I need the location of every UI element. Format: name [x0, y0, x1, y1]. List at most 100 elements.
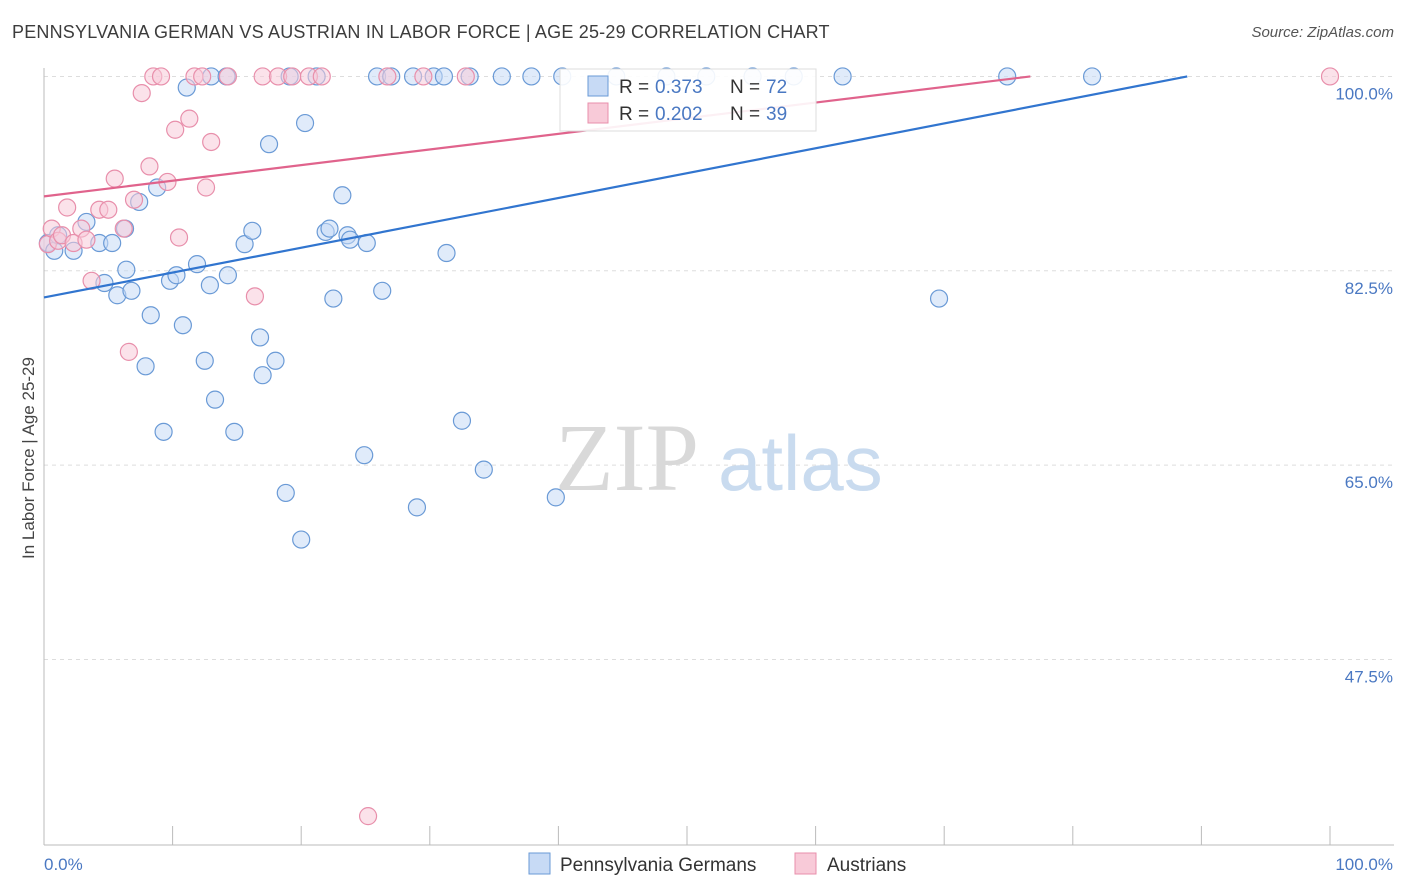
- y-tick-label: 82.5%: [1345, 279, 1393, 298]
- data-point-pennsylvania-german: [167, 266, 186, 285]
- x-tick-label: 0.0%: [44, 855, 83, 874]
- source-label: Source: ZipAtlas.com: [1251, 24, 1394, 41]
- data-point-pennsylvania-german: [141, 306, 160, 325]
- data-point-austrian: [378, 67, 397, 86]
- data-point-austrian: [245, 287, 265, 306]
- data-point-pennsylvania-german: [546, 488, 565, 507]
- gridlines: [44, 75, 1394, 661]
- data-point-pennsylvania-german: [320, 219, 339, 238]
- y-tick-label: 65.0%: [1345, 473, 1393, 492]
- data-point-pennsylvania-german: [154, 422, 173, 441]
- data-point-austrian: [358, 807, 378, 826]
- chart-title: PENNSYLVANIA GERMAN VS AUSTRIAN IN LABOR…: [12, 22, 830, 42]
- data-point-austrian: [58, 198, 77, 217]
- watermark-zip: ZIP: [555, 404, 699, 511]
- data-point-pennsylvania-german: [218, 266, 237, 285]
- data-point-austrian: [151, 67, 171, 86]
- data-point-pennsylvania-german: [1082, 67, 1102, 86]
- data-point-pennsylvania-german: [452, 411, 472, 430]
- data-point-austrian: [283, 67, 302, 86]
- data-point-pennsylvania-german: [235, 235, 254, 254]
- data-point-pennsylvania-german: [407, 498, 427, 517]
- bottom-legend: Pennsylvania Germans Austrians: [528, 852, 906, 876]
- data-point-pennsylvania-german: [292, 530, 311, 549]
- data-point-austrian: [202, 132, 221, 152]
- watermark-atlas: atlas: [718, 419, 883, 507]
- data-point-pennsylvania-german: [195, 351, 214, 370]
- trend-line-austrians: [43, 75, 1031, 198]
- data-point-pennsylvania-german: [373, 281, 392, 300]
- data-point-austrian: [193, 67, 212, 86]
- data-point-austrian: [414, 67, 433, 86]
- data-point-austrian: [119, 342, 138, 361]
- legend-r-label: R =: [619, 77, 649, 98]
- data-point-austrian: [180, 109, 199, 128]
- trend-line-pennsylvania-germans: [43, 75, 1188, 299]
- data-point-austrian: [77, 230, 96, 249]
- axes: [43, 68, 1394, 846]
- bottom-legend-swatch-blue: [528, 852, 551, 875]
- data-point-pennsylvania-german: [833, 67, 852, 86]
- bottom-legend-label-blue: Pennsylvania Germans: [560, 855, 756, 876]
- tick-labels: 100.0% 82.5% 65.0% 47.5% 0.0% 100.0%: [44, 84, 1393, 874]
- legend-swatch-blue: [587, 75, 609, 97]
- data-point-austrian: [218, 67, 237, 86]
- x-tick-label: 100.0%: [1335, 855, 1393, 874]
- data-point-pennsylvania-german: [437, 243, 456, 263]
- data-point-pennsylvania-german: [117, 260, 136, 279]
- data-point-pennsylvania-german: [355, 446, 374, 465]
- data-point-austrian: [456, 67, 475, 86]
- data-point-pennsylvania-german: [103, 233, 122, 253]
- data-point-austrian: [132, 83, 151, 103]
- data-point-austrian: [99, 200, 118, 219]
- bottom-legend-label-pink: Austrians: [827, 855, 906, 876]
- data-point-pennsylvania-german: [173, 316, 192, 335]
- data-point-austrian: [312, 67, 331, 86]
- data-point-austrian: [1320, 67, 1340, 86]
- data-point-pennsylvania-german: [998, 67, 1017, 86]
- data-point-pennsylvania-german: [253, 366, 272, 385]
- series-austrians: [38, 67, 1340, 826]
- legend-n-value: 39: [766, 104, 787, 125]
- data-point-pennsylvania-german: [200, 276, 219, 295]
- data-point-pennsylvania-german: [266, 351, 285, 370]
- data-point-austrian: [196, 178, 216, 197]
- data-point-pennsylvania-german: [492, 67, 511, 86]
- legend-swatch-pink: [587, 102, 609, 124]
- data-point-austrian: [124, 190, 144, 209]
- legend-n-label: N =: [730, 77, 760, 98]
- data-point-pennsylvania-german: [122, 281, 141, 300]
- legend-box: R = 0.373 N = 72 R = 0.202 N = 39: [559, 68, 817, 132]
- data-point-austrian: [169, 228, 189, 247]
- data-point-pennsylvania-german: [333, 186, 352, 205]
- data-point-pennsylvania-german: [225, 422, 244, 441]
- legend-r-label: R =: [619, 104, 649, 125]
- data-point-pennsylvania-german: [259, 135, 279, 154]
- data-point-pennsylvania-german: [324, 289, 343, 308]
- data-point-pennsylvania-german: [136, 357, 155, 376]
- trend-lines: [43, 75, 1188, 299]
- data-point-pennsylvania-german: [205, 390, 225, 409]
- y-tick-label: 47.5%: [1345, 668, 1393, 687]
- data-point-pennsylvania-german: [929, 289, 949, 308]
- data-point-pennsylvania-german: [243, 221, 262, 240]
- data-point-austrian: [140, 157, 159, 176]
- legend-r-value: 0.373: [655, 77, 703, 98]
- legend-n-label: N =: [730, 104, 760, 125]
- data-point-austrian: [114, 219, 133, 238]
- data-point-pennsylvania-german: [276, 483, 295, 503]
- legend-r-value: 0.202: [655, 104, 703, 125]
- y-axis-title: In Labor Force | Age 25-29: [19, 357, 38, 559]
- data-point-pennsylvania-german: [434, 67, 454, 86]
- data-point-austrian: [105, 169, 124, 188]
- data-point-austrian: [253, 67, 272, 86]
- bottom-legend-swatch-pink: [794, 852, 817, 875]
- data-point-pennsylvania-german: [250, 328, 270, 347]
- data-point-austrian: [166, 120, 185, 139]
- y-tick-label: 100.0%: [1335, 84, 1393, 103]
- data-point-pennsylvania-german: [474, 460, 493, 479]
- legend-n-value: 72: [766, 77, 787, 98]
- data-point-pennsylvania-german: [522, 67, 541, 86]
- data-point-pennsylvania-german: [295, 113, 315, 133]
